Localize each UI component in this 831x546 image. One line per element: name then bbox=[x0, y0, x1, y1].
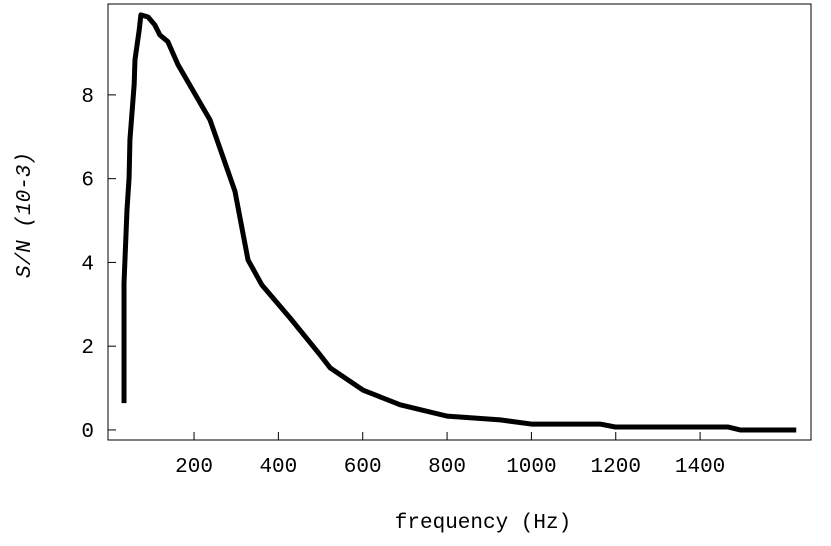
x-tick-label: 600 bbox=[344, 456, 382, 479]
x-tick-label: 400 bbox=[259, 456, 297, 479]
x-tick-label: 200 bbox=[175, 456, 213, 479]
x-tick-label: 1400 bbox=[675, 456, 725, 479]
data-line bbox=[121, 12, 797, 433]
plot-frame bbox=[107, 3, 812, 441]
y-tick-label: 2 bbox=[81, 337, 94, 360]
y-tick-label: 4 bbox=[81, 253, 94, 276]
y-tick-label: 6 bbox=[81, 170, 94, 193]
y-axis-label: S/N (10-3) bbox=[14, 152, 37, 278]
x-axis-label: frequency (Hz) bbox=[395, 512, 571, 535]
x-tick-label: 800 bbox=[428, 456, 466, 479]
y-tick-label: 0 bbox=[81, 421, 94, 444]
x-tick-label: 1000 bbox=[506, 456, 556, 479]
x-tick-label: 1200 bbox=[591, 456, 641, 479]
y-tick-label: 8 bbox=[81, 86, 94, 109]
